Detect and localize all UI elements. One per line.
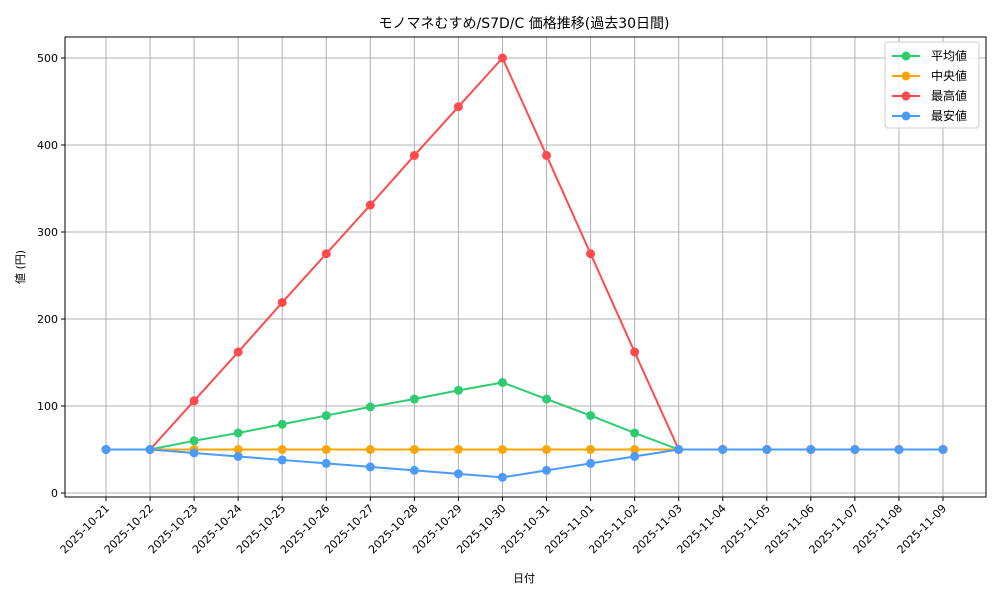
legend-label: 最安値 xyxy=(931,108,967,123)
data-point xyxy=(233,347,243,357)
data-point xyxy=(189,436,199,446)
data-point xyxy=(542,150,552,160)
data-point xyxy=(806,445,816,454)
chart-title: モノマネむすめ/S7D/C 価格推移(過去30日間) xyxy=(379,16,670,32)
data-point xyxy=(630,451,640,461)
plot-frame xyxy=(64,36,987,498)
data-point xyxy=(542,445,552,454)
y-tick-label: 500 xyxy=(37,52,58,65)
data-point xyxy=(938,445,948,454)
data-point xyxy=(586,249,596,259)
legend-frame xyxy=(884,41,980,129)
data-series xyxy=(101,53,948,482)
data-point xyxy=(850,445,860,454)
data-point xyxy=(409,465,419,475)
legend-item: 平均値 xyxy=(892,48,967,63)
data-point xyxy=(277,445,287,454)
y-tick-label: 300 xyxy=(37,226,58,239)
y-tick-label: 200 xyxy=(37,313,58,326)
y-tick-label: 0 xyxy=(51,487,58,500)
data-point xyxy=(453,385,463,395)
data-point xyxy=(586,445,596,454)
data-point xyxy=(409,445,419,454)
data-point xyxy=(630,428,640,438)
data-point xyxy=(321,249,331,259)
data-point xyxy=(718,445,728,454)
data-point xyxy=(277,455,287,465)
data-point xyxy=(101,445,111,454)
data-point xyxy=(453,102,463,112)
data-point xyxy=(409,394,419,404)
series-line xyxy=(101,53,948,454)
data-point xyxy=(365,462,375,472)
data-point xyxy=(409,150,419,160)
data-point xyxy=(630,347,640,357)
data-point xyxy=(453,469,463,479)
data-point xyxy=(233,451,243,461)
series-line xyxy=(101,378,948,454)
data-point xyxy=(233,428,243,438)
legend-item: 中央値 xyxy=(892,68,967,83)
legend-label: 中央値 xyxy=(931,68,967,83)
data-point xyxy=(542,394,552,404)
data-point xyxy=(894,445,904,454)
data-point xyxy=(365,445,375,454)
data-point xyxy=(497,472,507,482)
y-axis-ticks: 0 100 200 300 400 500 xyxy=(37,52,65,500)
y-tick-label: 400 xyxy=(37,139,58,152)
data-point xyxy=(189,448,199,458)
data-point xyxy=(233,445,243,454)
data-point xyxy=(630,445,640,454)
y-tick-label: 100 xyxy=(37,400,58,413)
legend-label: 平均値 xyxy=(931,48,967,63)
data-point xyxy=(321,445,331,454)
grid-lines xyxy=(65,37,986,497)
data-point xyxy=(277,419,287,429)
data-point xyxy=(674,445,684,454)
data-point xyxy=(497,53,507,63)
x-axis-label: 日付 xyxy=(513,572,535,585)
legend-item: 最安値 xyxy=(892,108,967,123)
data-point xyxy=(542,465,552,475)
data-point xyxy=(277,297,287,307)
y-axis-label: 値 (円) xyxy=(14,250,27,284)
legend-item: 最高値 xyxy=(892,88,967,103)
series-line xyxy=(101,445,948,482)
data-point xyxy=(321,411,331,421)
data-point xyxy=(453,445,463,454)
data-point xyxy=(586,458,596,468)
data-point xyxy=(145,445,155,454)
data-point xyxy=(321,458,331,468)
data-point xyxy=(497,445,507,454)
data-point xyxy=(497,378,507,388)
data-point xyxy=(586,411,596,421)
data-point xyxy=(365,402,375,412)
data-point xyxy=(365,200,375,210)
data-point xyxy=(189,396,199,406)
x-axis-ticks: 2025-10-212025-10-222025-10-232025-10-24… xyxy=(58,497,949,556)
legend-label: 最高値 xyxy=(931,88,967,103)
data-point xyxy=(762,445,772,454)
